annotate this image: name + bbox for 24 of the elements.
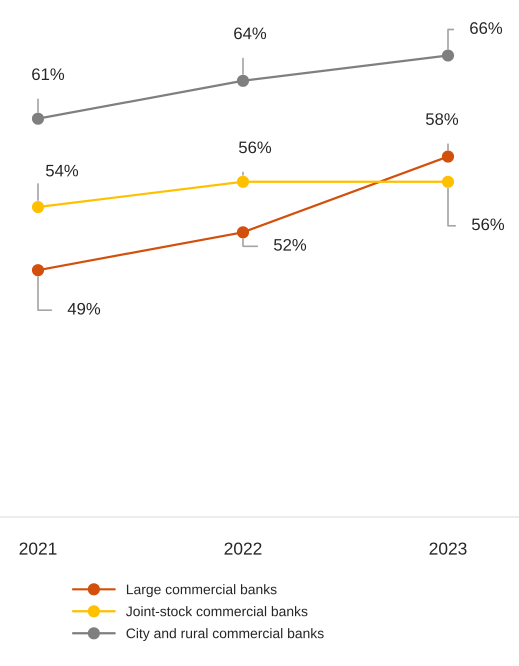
point (442, 150, 454, 163)
point (236, 74, 250, 87)
data-label: 52% (274, 238, 306, 251)
legend-label: City and rural commercial banks (126, 628, 324, 642)
data-label: 61% (32, 68, 64, 80)
data-label: 56% (238, 141, 272, 154)
data-label: 66% (470, 22, 502, 34)
x-tick-label: 2023 (430, 542, 467, 555)
point (236, 226, 250, 238)
data-label: 64% (234, 27, 266, 40)
data-label: 58% (426, 113, 458, 125)
point (32, 200, 44, 214)
data-label: 56% (472, 218, 504, 230)
point (32, 264, 44, 276)
legend-label: Joint-stock commercial banks (126, 606, 308, 616)
x-tick-label: 2022 (224, 542, 262, 555)
data-label: 54% (46, 164, 78, 176)
x-tick-label: 2021 (20, 542, 56, 555)
legend-label: Large commercial banks (126, 584, 277, 598)
point (32, 112, 44, 125)
point (442, 176, 454, 188)
point (236, 176, 250, 188)
point (442, 49, 454, 62)
data-label: 49% (68, 302, 100, 315)
